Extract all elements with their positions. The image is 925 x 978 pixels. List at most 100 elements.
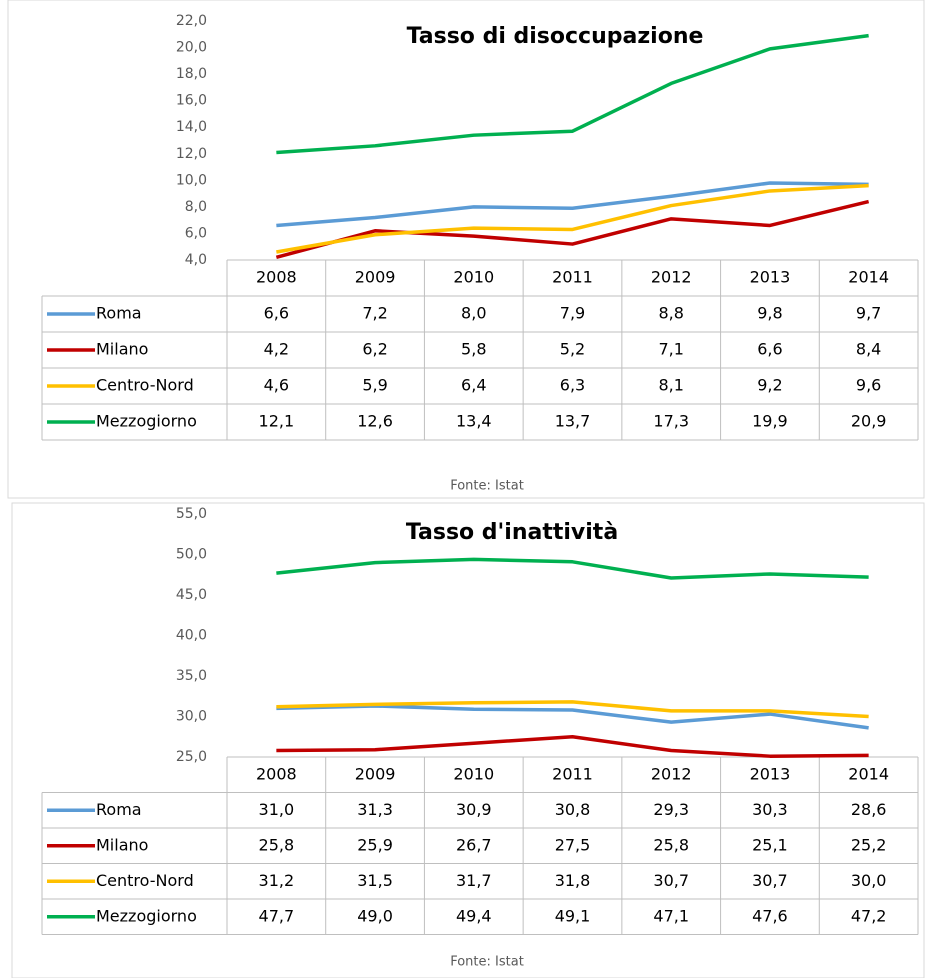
table-value: 31,8 [555,871,591,890]
table-value: 47,2 [851,906,887,925]
table-value: 30,7 [653,871,689,890]
table-value: 25,9 [357,835,393,854]
legend-label: Roma [96,304,142,323]
table-value: 9,6 [856,376,881,395]
x-tick-label: 2013 [750,764,791,783]
table-value: 30,9 [456,800,492,819]
legend-label: Milano [96,835,148,854]
x-tick-label: 2009 [355,764,396,783]
x-tick-label: 2012 [651,764,692,783]
y-tick-label: 4,0 [185,252,207,268]
series-line [276,700,869,719]
legend-label: Centro-Nord [96,376,194,395]
table-value: 7,2 [362,304,387,323]
x-tick-label: 2011 [552,764,593,783]
table-value: 8,4 [856,340,881,359]
table-value: 5,9 [362,376,387,395]
table-value: 9,7 [856,304,881,323]
x-tick-label: 2014 [848,764,889,783]
table-value: 31,5 [357,871,393,890]
table-value: 27,5 [555,835,591,854]
table-value: 6,4 [461,376,486,395]
table-value: 26,7 [456,835,492,854]
table-value: 31,7 [456,871,492,890]
y-tick-label: 30,0 [176,709,207,725]
table-value: 29,3 [653,800,689,819]
table-value: 12,1 [259,412,295,431]
table-value: 49,4 [456,906,492,925]
table-value: 5,8 [461,340,486,359]
x-tick-label: 2013 [750,268,791,287]
table-value: 47,7 [259,906,295,925]
y-tick-label: 35,0 [176,668,207,684]
series-line [276,33,869,155]
table-value: 7,9 [560,304,585,323]
table-value: 13,4 [456,412,492,431]
y-tick-label: 8,0 [185,199,207,215]
table-value: 4,6 [264,376,289,395]
y-tick-label: 20,0 [176,40,207,56]
table-value: 49,0 [357,906,393,925]
legend-label: Mezzogiorno [96,906,197,925]
table-value: 6,2 [362,340,387,359]
table-value: 49,1 [555,906,591,925]
series-line [276,735,869,758]
table-value: 9,2 [757,376,782,395]
table-value: 12,6 [357,412,393,431]
x-tick-label: 2009 [355,268,396,287]
table-value: 8,8 [658,304,683,323]
x-tick-label: 2010 [453,268,494,287]
legend-label: Centro-Nord [96,871,194,890]
y-tick-label: 25,0 [176,749,207,765]
x-tick-label: 2010 [453,764,494,783]
table-value: 19,9 [752,412,788,431]
y-tick-label: 18,0 [176,66,207,82]
table-value: 30,0 [851,871,887,890]
y-tick-label: 55,0 [176,506,207,522]
series-line [276,557,869,580]
table-value: 17,3 [653,412,689,431]
table-value: 6,3 [560,376,585,395]
table-value: 31,2 [259,871,295,890]
table-value: 28,6 [851,800,887,819]
chart-title: Tasso di disoccupazione [407,24,704,49]
table-value: 5,2 [560,340,585,359]
table-value: 30,3 [752,800,788,819]
table-value: 31,3 [357,800,393,819]
legend-label: Milano [96,340,148,359]
y-tick-label: 40,0 [176,628,207,644]
table-value: 9,8 [757,304,782,323]
source-note: Fonte: Istat [450,955,524,970]
x-tick-label: 2008 [256,268,297,287]
y-tick-label: 12,0 [176,146,207,162]
y-tick-label: 22,0 [176,13,207,29]
table-value: 6,6 [264,304,289,323]
y-tick-label: 14,0 [176,119,207,135]
chart-frame [7,0,925,499]
table-value: 25,8 [653,835,689,854]
table-value: 25,2 [851,835,887,854]
table-value: 4,2 [264,340,289,359]
table-value: 47,1 [653,906,689,925]
table-value: 8,1 [658,376,683,395]
x-tick-label: 2008 [256,764,297,783]
table-value: 6,6 [757,340,782,359]
table-value: 25,8 [259,835,295,854]
y-tick-label: 50,0 [176,547,207,563]
table-value: 47,6 [752,906,788,925]
series-line [275,199,870,260]
y-tick-label: 6,0 [185,225,207,241]
y-tick-label: 16,0 [176,93,207,109]
table-value: 30,7 [752,871,788,890]
chart-title: Tasso d'inattività [406,520,618,545]
table-value: 20,9 [851,412,887,431]
legend-label: Roma [96,800,142,819]
legend-label: Mezzogiorno [96,412,197,431]
y-tick-label: 45,0 [176,587,207,603]
table-value: 30,8 [555,800,591,819]
series-line [276,704,869,730]
table-value: 31,0 [259,800,295,819]
chart-frame [11,502,925,978]
x-tick-label: 2011 [552,268,593,287]
